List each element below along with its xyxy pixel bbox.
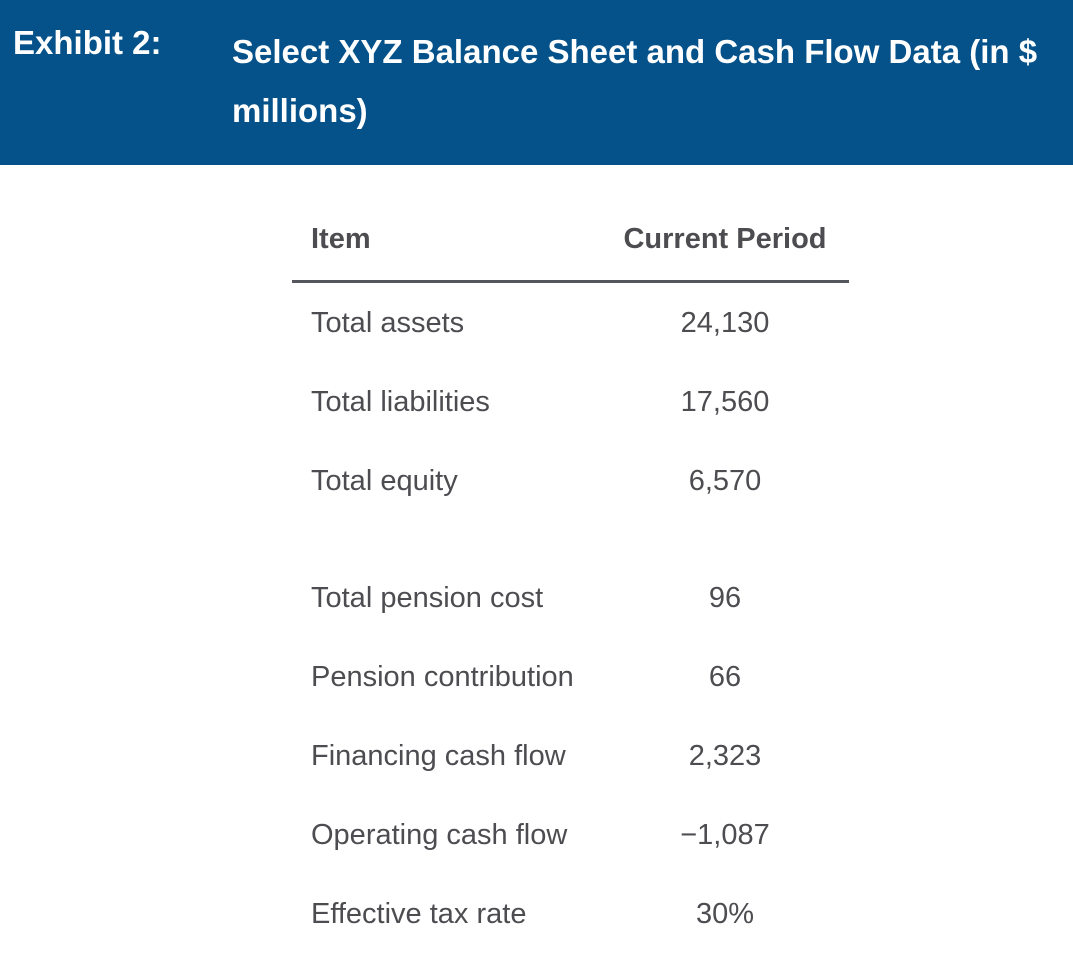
row-value: −1,087 [680, 819, 770, 851]
row-label: Financing cash flow [311, 740, 566, 772]
table-row-financing-cash-flow: Financing cash flow 2,323 [292, 716, 849, 795]
row-value: 17,560 [680, 386, 770, 418]
table-row-pension-contribution: Pension contribution 66 [292, 637, 849, 716]
exhibit-label: Exhibit 2: [13, 24, 162, 61]
row-label: Operating cash flow [311, 819, 568, 851]
row-label: Total assets [311, 307, 465, 339]
row-label: Effective tax rate [311, 898, 527, 930]
data-table: Item Current Period Total assets 24,130 … [292, 200, 849, 953]
table-row-total-equity: Total equity 6,570 [292, 441, 849, 520]
table-header-row: Item Current Period [292, 200, 849, 283]
table-row-total-pension-cost: Total pension cost 96 [292, 558, 849, 637]
table-row-total-liabilities: Total liabilities 17,560 [292, 362, 849, 441]
row-label: Total pension cost [311, 582, 544, 614]
row-value: 24,130 [680, 307, 770, 339]
exhibit-title: Select XYZ Balance Sheet and Cash Flow D… [232, 33, 1038, 129]
table-row-total-assets: Total assets 24,130 [292, 283, 849, 362]
row-value: 96 [708, 582, 742, 614]
table-row-operating-cash-flow: Operating cash flow −1,087 [292, 795, 849, 874]
row-value: 30% [695, 898, 755, 930]
exhibit-header: Exhibit 2: Select XYZ Balance Sheet and … [0, 0, 1073, 165]
row-label: Total equity [311, 465, 458, 497]
column-header-item: Item [311, 223, 371, 255]
group-spacer [292, 520, 849, 558]
row-value: 6,570 [688, 465, 762, 497]
column-header-current-period: Current Period [623, 223, 827, 255]
row-value: 2,323 [688, 740, 762, 772]
row-value: 66 [708, 661, 742, 693]
row-label: Pension contribution [311, 661, 574, 693]
row-label: Total liabilities [311, 386, 490, 418]
table-row-effective-tax-rate: Effective tax rate 30% [292, 874, 849, 953]
